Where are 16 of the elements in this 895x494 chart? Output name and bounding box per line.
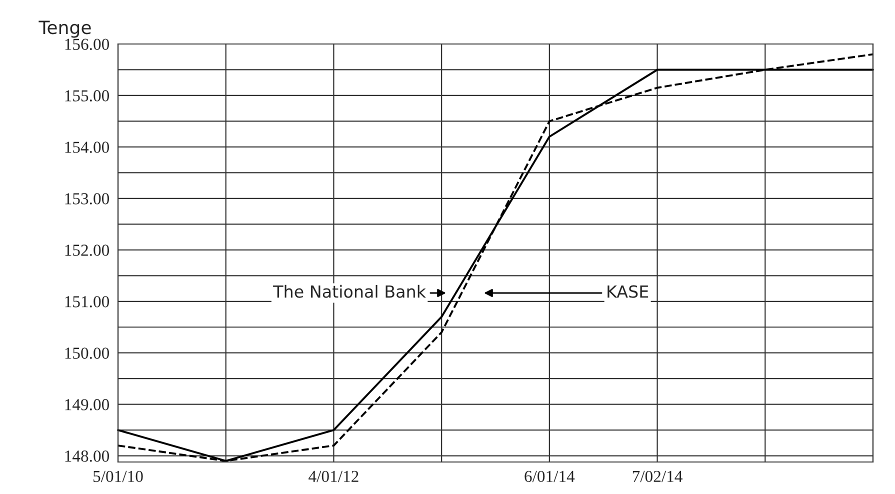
x-tick-label: 7/02/14	[632, 470, 682, 482]
y-tick-label: 149.00	[65, 399, 110, 410]
annotation: KASE	[608, 285, 648, 298]
y-tick-label: 156.00	[65, 38, 110, 50]
y-tick-label: 151.00	[65, 296, 110, 308]
y-tick-label: 155.00	[65, 90, 110, 102]
y-tick-label: 154.00	[65, 142, 110, 153]
y-tick-label: 152.00	[65, 244, 110, 256]
y-axis-title: Tenge	[38, 20, 91, 38]
x-tick-label: 6/01/14	[524, 470, 575, 482]
y-tick-label: 150.00	[65, 348, 110, 359]
x-tick-label: 5/01/10	[94, 470, 143, 482]
x-tick-label: 4/01/12	[308, 470, 358, 482]
annotation: The National Bank	[273, 284, 426, 298]
y-tick-label: 148.00	[65, 450, 110, 462]
y-tick-label: 153.00	[65, 193, 110, 204]
